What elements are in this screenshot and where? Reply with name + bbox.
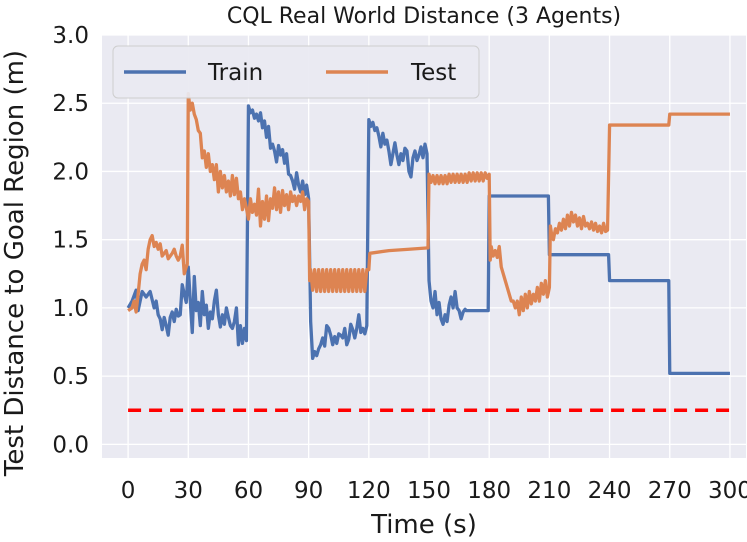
legend-label-test: Test [410, 60, 456, 86]
y-tick-label: 0.5 [52, 364, 89, 390]
x-tick-label: 150 [407, 478, 451, 504]
x-ticks: 0 30 60 90 120 150 180 210 240 270 300 [121, 478, 747, 504]
y-axis-label: Test Distance to Goal Region (m) [0, 50, 30, 477]
x-tick-label: 240 [588, 478, 632, 504]
series-line-test [127, 92, 730, 317]
x-tick-label: 180 [467, 478, 511, 504]
series-group [126, 92, 730, 376]
legend-label-train: Train [207, 60, 263, 86]
y-tick-label: 1.5 [52, 228, 89, 254]
y-tick-label: 0.0 [52, 432, 89, 458]
x-axis-label: Time (s) [370, 510, 477, 540]
x-tick-label: 300 [708, 478, 747, 504]
y-tick-label: 2.5 [52, 91, 89, 117]
y-tick-label: 3.0 [52, 23, 89, 49]
x-tick-label: 60 [234, 478, 263, 504]
x-tick-label: 0 [121, 478, 136, 504]
legend-box [112, 45, 480, 99]
y-tick-label: 2.0 [52, 159, 89, 185]
x-tick-label: 210 [527, 478, 571, 504]
y-ticks: 0.0 0.5 1.0 1.5 2.0 2.5 3.0 [52, 23, 89, 458]
x-tick-label: 120 [347, 478, 391, 504]
x-tick-label: 270 [648, 478, 692, 504]
legend: Train Test [112, 45, 480, 99]
chart-title: CQL Real World Distance (3 Agents) [227, 4, 621, 29]
x-tick-label: 30 [174, 478, 203, 504]
y-tick-label: 1.0 [52, 296, 89, 322]
x-tick-label: 90 [294, 478, 323, 504]
